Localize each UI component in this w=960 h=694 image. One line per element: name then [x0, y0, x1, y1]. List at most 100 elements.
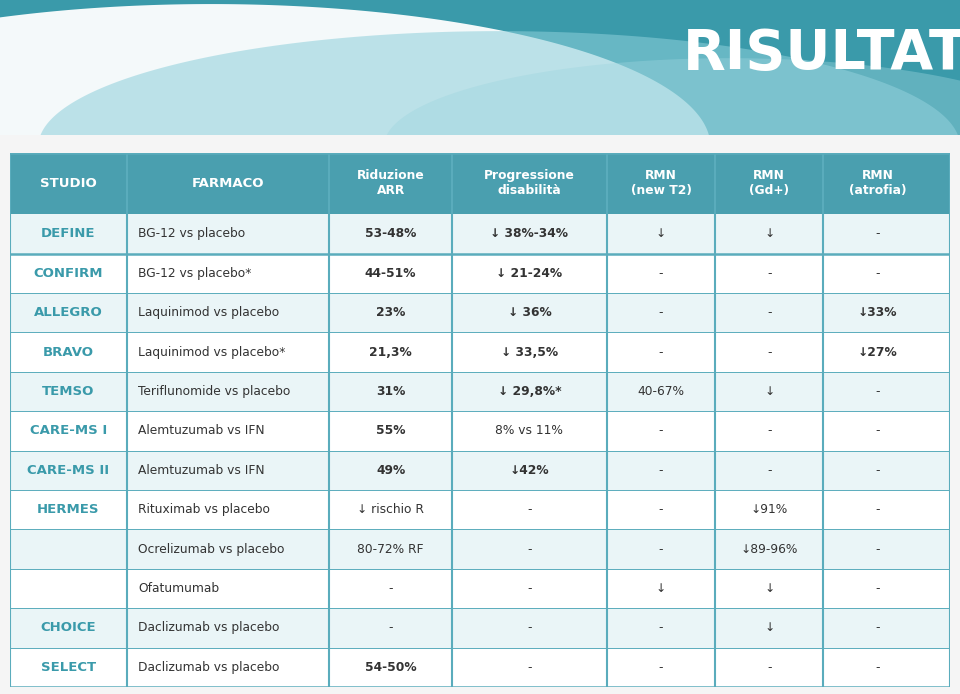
Text: -: - — [876, 266, 879, 280]
Text: ↓: ↓ — [764, 582, 775, 595]
Text: -: - — [876, 385, 879, 398]
Text: 49%: 49% — [376, 464, 405, 477]
Text: RMN
(new T2): RMN (new T2) — [631, 169, 691, 197]
Text: CARE-MS II: CARE-MS II — [27, 464, 109, 477]
Bar — [10, 214, 950, 253]
Text: ↓ 38%-34%: ↓ 38%-34% — [491, 228, 568, 240]
Text: TEMSO: TEMSO — [42, 385, 95, 398]
Text: -: - — [767, 266, 772, 280]
Text: CHOICE: CHOICE — [40, 621, 96, 634]
Text: ↓91%: ↓91% — [751, 503, 788, 516]
Text: Ofatumumab: Ofatumumab — [138, 582, 220, 595]
Text: -: - — [389, 621, 393, 634]
Text: 21,3%: 21,3% — [370, 346, 412, 359]
Text: -: - — [527, 543, 532, 556]
Text: 23%: 23% — [376, 306, 405, 319]
Text: -: - — [876, 661, 879, 674]
Text: -: - — [876, 621, 879, 634]
Text: ↓ rischio R: ↓ rischio R — [357, 503, 424, 516]
Bar — [10, 372, 950, 411]
Text: HERMES: HERMES — [37, 503, 100, 516]
Text: 80-72% RF: 80-72% RF — [357, 543, 424, 556]
Text: -: - — [767, 306, 772, 319]
Text: 55%: 55% — [376, 425, 405, 437]
Text: BRAVO: BRAVO — [43, 346, 94, 359]
Text: -: - — [876, 543, 879, 556]
Text: SELECT: SELECT — [41, 661, 96, 674]
Text: ↓27%: ↓27% — [857, 346, 898, 359]
Text: Laquinimod vs placebo: Laquinimod vs placebo — [138, 306, 279, 319]
Bar — [10, 153, 950, 214]
Text: ↓: ↓ — [656, 228, 666, 240]
Text: -: - — [767, 661, 772, 674]
Text: BG-12 vs placebo*: BG-12 vs placebo* — [138, 266, 252, 280]
Text: Laquinimod vs placebo*: Laquinimod vs placebo* — [138, 346, 286, 359]
Text: ↓ 36%: ↓ 36% — [508, 306, 551, 319]
Text: -: - — [659, 306, 663, 319]
Bar — [10, 608, 950, 648]
Text: ↓33%: ↓33% — [857, 306, 898, 319]
Text: 40-67%: 40-67% — [637, 385, 684, 398]
Text: -: - — [659, 464, 663, 477]
Text: Ocrelizumab vs placebo: Ocrelizumab vs placebo — [138, 543, 285, 556]
Polygon shape — [38, 31, 960, 146]
Text: RMN
(atrofia): RMN (atrofia) — [849, 169, 906, 197]
Text: 53-48%: 53-48% — [365, 228, 417, 240]
Text: -: - — [527, 661, 532, 674]
Text: ↓ 29,8%*: ↓ 29,8%* — [497, 385, 562, 398]
Bar — [10, 490, 950, 530]
Text: -: - — [659, 543, 663, 556]
Text: -: - — [876, 228, 879, 240]
Text: -: - — [389, 582, 393, 595]
Text: -: - — [876, 425, 879, 437]
Text: FARMACO: FARMACO — [192, 177, 265, 190]
Text: ↓: ↓ — [764, 228, 775, 240]
Bar — [10, 293, 950, 332]
Text: ↓42%: ↓42% — [510, 464, 549, 477]
Text: ↓: ↓ — [764, 621, 775, 634]
Text: Teriflunomide vs placebo: Teriflunomide vs placebo — [138, 385, 291, 398]
Text: -: - — [659, 266, 663, 280]
Bar — [10, 648, 950, 687]
Bar — [10, 411, 950, 450]
Text: 44-51%: 44-51% — [365, 266, 417, 280]
Bar — [10, 450, 950, 490]
Text: -: - — [527, 621, 532, 634]
Text: 54-50%: 54-50% — [365, 661, 417, 674]
Text: CARE-MS I: CARE-MS I — [30, 425, 107, 437]
Polygon shape — [365, 58, 960, 146]
Text: CONFIRM: CONFIRM — [34, 266, 103, 280]
Text: DEFINE: DEFINE — [41, 228, 96, 240]
Text: -: - — [659, 621, 663, 634]
Bar — [10, 253, 950, 293]
Text: ↓: ↓ — [656, 582, 666, 595]
Bar — [10, 332, 950, 372]
Text: ALLEGRO: ALLEGRO — [34, 306, 103, 319]
Text: Alemtuzumab vs IFN: Alemtuzumab vs IFN — [138, 464, 265, 477]
Text: -: - — [659, 346, 663, 359]
Text: Alemtuzumab vs IFN: Alemtuzumab vs IFN — [138, 425, 265, 437]
Text: -: - — [767, 346, 772, 359]
Text: -: - — [876, 464, 879, 477]
Text: Daclizumab vs placebo: Daclizumab vs placebo — [138, 661, 280, 674]
Text: RMN
(Gd+): RMN (Gd+) — [750, 169, 789, 197]
Text: Rituximab vs placebo: Rituximab vs placebo — [138, 503, 271, 516]
Text: RISULTATI: RISULTATI — [683, 27, 960, 81]
Text: Riduzione
ARR: Riduzione ARR — [357, 169, 424, 197]
Bar — [10, 569, 950, 608]
Text: -: - — [527, 503, 532, 516]
Text: -: - — [767, 464, 772, 477]
Text: Daclizumab vs placebo: Daclizumab vs placebo — [138, 621, 280, 634]
Text: 31%: 31% — [376, 385, 405, 398]
Text: ↓: ↓ — [764, 385, 775, 398]
Text: -: - — [659, 661, 663, 674]
Text: BG-12 vs placebo: BG-12 vs placebo — [138, 228, 246, 240]
Polygon shape — [0, 4, 710, 146]
Text: -: - — [527, 582, 532, 595]
Text: -: - — [767, 425, 772, 437]
Text: -: - — [659, 503, 663, 516]
Text: 8% vs 11%: 8% vs 11% — [495, 425, 564, 437]
Text: ↓89-96%: ↓89-96% — [740, 543, 798, 556]
Text: Progressione
disabilità: Progressione disabilità — [484, 169, 575, 197]
Text: ↓ 21-24%: ↓ 21-24% — [496, 266, 563, 280]
